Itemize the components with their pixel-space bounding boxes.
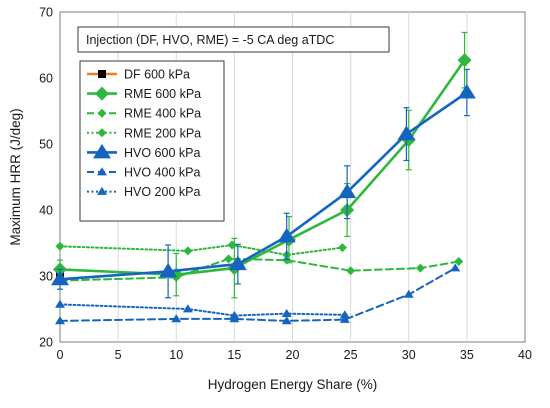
legend-label: DF 600 kPa [124, 68, 190, 82]
y-tick-label: 30 [39, 270, 53, 284]
x-tick-label: 15 [227, 348, 241, 362]
data-point [346, 266, 356, 276]
legend-label: HVO 600 kPa [124, 146, 200, 160]
data-point [55, 316, 65, 325]
y-axis-title: Maximum HRR (J/deg) [8, 108, 23, 245]
x-tick-label: 10 [169, 348, 183, 362]
legend-marker [93, 143, 111, 159]
data-point [229, 310, 240, 319]
series-hvo-400-kpa [55, 263, 461, 325]
data-point [281, 308, 292, 317]
y-tick-label: 50 [39, 138, 53, 152]
data-point [277, 227, 296, 243]
series-hvo-600-kpa [51, 68, 476, 299]
legend-marker [97, 128, 107, 138]
x-tick-label: 30 [402, 348, 416, 362]
legend-label: RME 200 kPa [124, 126, 201, 140]
x-tick-label: 25 [344, 348, 358, 362]
data-point [457, 83, 476, 99]
data-point [338, 183, 357, 199]
legend-label: RME 600 kPa [124, 87, 201, 101]
data-point [171, 314, 182, 323]
legend-marker [97, 186, 107, 195]
legend-label: RME 400 kPa [124, 107, 201, 121]
x-axis-title: Hydrogen Energy Share (%) [208, 377, 378, 392]
legend-entry: DF 600 kPa [87, 68, 190, 82]
data-point [182, 304, 193, 313]
annotation-box [77, 26, 390, 53]
data-point [337, 243, 347, 253]
legend-marker [98, 70, 106, 78]
data-point [224, 254, 234, 264]
legend-entry: HVO 600 kPa [87, 143, 200, 160]
x-tick-label: 0 [57, 348, 64, 362]
y-tick-labels: 20 30 40 50 60 70 [39, 6, 53, 350]
data-point [415, 263, 425, 273]
data-point [183, 246, 193, 256]
data-point [457, 53, 472, 68]
data-point [159, 262, 178, 278]
data-point [450, 263, 461, 272]
x-tick-label: 35 [460, 348, 474, 362]
data-point [403, 289, 414, 298]
legend-label: HVO 200 kPa [124, 185, 200, 199]
y-tick-label: 20 [39, 336, 53, 350]
legend-marker [97, 167, 107, 176]
data-point [339, 314, 350, 323]
data-point [397, 125, 416, 141]
legend-entry: HVO 200 kPa [87, 185, 200, 199]
data-point [454, 256, 464, 266]
x-tick-labels: 0 5 10 15 20 25 30 35 40 [57, 348, 532, 362]
legend-marker [97, 108, 107, 118]
legend-entry: RME 400 kPa [87, 107, 201, 121]
data-point [55, 299, 65, 308]
data-point [55, 241, 65, 251]
data-point [339, 310, 350, 319]
x-tick-label: 40 [518, 348, 532, 362]
data-point [282, 255, 292, 265]
legend-entry: RME 200 kPa [87, 126, 201, 140]
series-rme-200-kpa [55, 240, 347, 260]
data-point [228, 255, 247, 271]
data-point [227, 240, 237, 250]
data-point [281, 316, 292, 325]
series-layer [51, 31, 476, 325]
x-tick-label: 5 [115, 348, 122, 362]
y-tick-label: 70 [39, 6, 53, 20]
legend-entry: HVO 400 kPa [87, 166, 200, 180]
legend-marker [95, 86, 109, 101]
legend-label: HVO 400 kPa [124, 166, 200, 180]
y-tick-label: 60 [39, 72, 53, 86]
injection-annotation: Injection (DF, HVO, RME) = -5 CA deg aTD… [86, 33, 334, 47]
data-point [51, 270, 69, 286]
legend: DF 600 kPa RME 600 kPa RME 400 kPa RME 200 … [87, 68, 201, 199]
legend-entry: RME 600 kPa [87, 86, 201, 101]
series-hvo-200-kpa [55, 299, 350, 319]
y-tick-label: 40 [39, 204, 53, 218]
x-tick-label: 20 [286, 348, 300, 362]
